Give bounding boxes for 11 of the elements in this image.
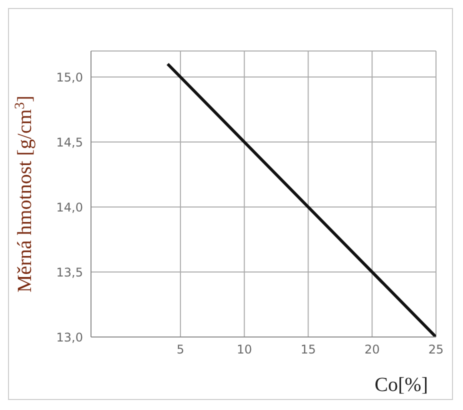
x-tick-label: 15 bbox=[300, 342, 316, 357]
x-tick-label: 20 bbox=[364, 342, 380, 357]
y-tick-label: 13,0 bbox=[56, 330, 83, 344]
y-tick-label: 14,0 bbox=[56, 200, 83, 214]
x-axis-title: Co[%] bbox=[374, 374, 428, 396]
y-tick-label: 15,0 bbox=[56, 70, 83, 84]
y-tick-label: 14,5 bbox=[56, 135, 83, 150]
y-tick-label: 13,5 bbox=[56, 265, 83, 280]
x-tick-label: 25 bbox=[428, 342, 444, 357]
x-tick-label: 10 bbox=[236, 342, 252, 357]
x-tick-label: 5 bbox=[176, 342, 184, 357]
